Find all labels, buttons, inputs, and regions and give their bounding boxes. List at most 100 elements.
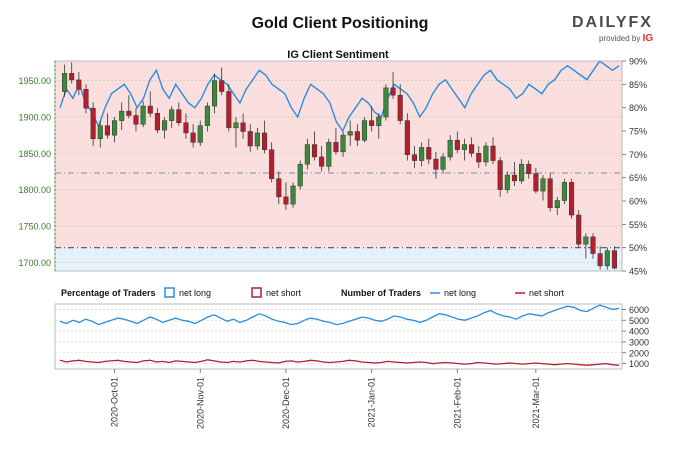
candle-body: [147, 105, 153, 114]
candle-body: [119, 110, 125, 121]
candle-body: [461, 144, 468, 150]
percent-tick-label: 80%: [629, 103, 647, 113]
candle-body: [162, 120, 168, 131]
candle-body: [76, 79, 82, 90]
price-tick-label: 1750.00: [18, 221, 51, 231]
date-tick-label: 2020-Dec-01: [281, 377, 291, 429]
num-legend-title: Number of Traders: [341, 288, 421, 298]
candle-body: [561, 182, 567, 201]
price-tick-label: 1700.00: [18, 258, 51, 268]
percent-axis: 45% 50% 55% 60% 65% 70% 75% 80% 85% 90%: [622, 57, 647, 277]
candle-body: [319, 156, 325, 167]
candle-body: [133, 115, 139, 125]
candle-body: [62, 73, 68, 92]
candle-body: [261, 132, 268, 150]
num-net-short-label: net short: [529, 288, 565, 298]
candle-body: [283, 196, 289, 205]
candle-body: [276, 178, 282, 198]
candle-body: [611, 250, 617, 269]
pct-net-long-label: net long: [179, 288, 211, 298]
date-tick-label: 2020-Oct-01: [110, 377, 120, 427]
percent-tick-label: 70%: [629, 150, 647, 160]
candle-body: [254, 132, 260, 147]
candle-body: [390, 87, 396, 96]
candle-body: [540, 178, 546, 192]
candle-body: [454, 139, 460, 150]
candle-body: [219, 80, 225, 92]
candle-body: [361, 120, 368, 141]
candle-body: [354, 131, 360, 141]
traders-tick-label: 6000: [629, 305, 649, 315]
candle-body: [433, 158, 439, 170]
candle-body: [569, 182, 575, 216]
candle-body: [383, 87, 389, 118]
candle-body: [112, 120, 118, 136]
traders-tick-label: 3000: [629, 337, 649, 347]
candle-body: [290, 185, 296, 205]
candle-body: [204, 105, 210, 126]
brand-sub-text: provided by: [599, 34, 641, 43]
candle-body: [483, 145, 489, 163]
candle-body: [469, 144, 475, 154]
candle-body: [240, 122, 246, 132]
candle-body: [326, 142, 332, 167]
traders-panel-frame: [54, 303, 623, 370]
candle-body: [604, 250, 610, 267]
candle-body: [311, 144, 318, 158]
percent-tick-label: 65%: [629, 173, 647, 183]
percent-tick-label: 60%: [629, 197, 647, 207]
percent-tick-label: 90%: [629, 57, 647, 67]
candle-body: [197, 125, 203, 143]
traders-tick-label: 5000: [629, 316, 649, 326]
candle-body: [90, 107, 96, 140]
net-long-pct-line: [59, 60, 620, 133]
candle-body: [297, 163, 303, 187]
candle-body: [304, 144, 310, 165]
candle-body: [104, 125, 110, 136]
percent-tick-label: 75%: [629, 127, 647, 137]
candle-body: [211, 80, 218, 107]
brand-name: DAILYFX: [572, 14, 653, 31]
pct-net-short-label: net short: [266, 288, 302, 298]
candle-body: [440, 156, 446, 170]
candle-body: [497, 160, 503, 190]
pct-net-short-swatch: [251, 287, 262, 298]
ig-logo: IG: [642, 33, 654, 44]
candle-body: [340, 134, 346, 153]
pct-net-long-swatch: [164, 287, 175, 298]
candle-body: [476, 153, 482, 163]
candle-body: [176, 109, 182, 124]
candle-body: [140, 105, 146, 125]
date-tick-label: 2021-Jan-01: [367, 377, 377, 428]
candle-body: [169, 109, 175, 121]
candle-body: [590, 236, 596, 254]
price-tick-label: 1800.00: [18, 185, 51, 195]
price-tick-label: 1950.00: [18, 76, 51, 86]
candle-body: [597, 253, 603, 267]
candle-body: [490, 145, 496, 161]
date-tick-label: 2020-Nov-01: [195, 377, 205, 429]
bg-lower-zone: [55, 247, 622, 271]
candle-body: [69, 73, 75, 81]
candle-body: [411, 154, 418, 161]
percent-tick-label: 85%: [629, 80, 647, 90]
candle-body: [97, 125, 103, 140]
price-tick-label: 1900.00: [18, 112, 51, 122]
traders-tick-label: 4000: [629, 327, 649, 337]
candle-body: [504, 174, 510, 190]
candle-body: [226, 91, 232, 129]
candle-body: [190, 132, 196, 143]
date-axis: 2020-Oct-01 2020-Nov-01 2020-Dec-01 2021-Ja…: [110, 369, 541, 429]
candle-body: [526, 163, 532, 174]
candle-body: [519, 163, 525, 182]
candle-body: [576, 214, 582, 245]
price-axis: 1700.00 1750.00 1800.00 1850.00 1900.00 1950.…: [18, 61, 56, 271]
candle-body: [376, 116, 382, 126]
percent-tick-label: 55%: [629, 220, 647, 230]
net-short-traders-line: [59, 359, 620, 366]
candle-body: [154, 113, 160, 131]
candle-body: [83, 89, 89, 109]
dailyfx-logo: DAILYFX provided by IG: [572, 14, 672, 44]
